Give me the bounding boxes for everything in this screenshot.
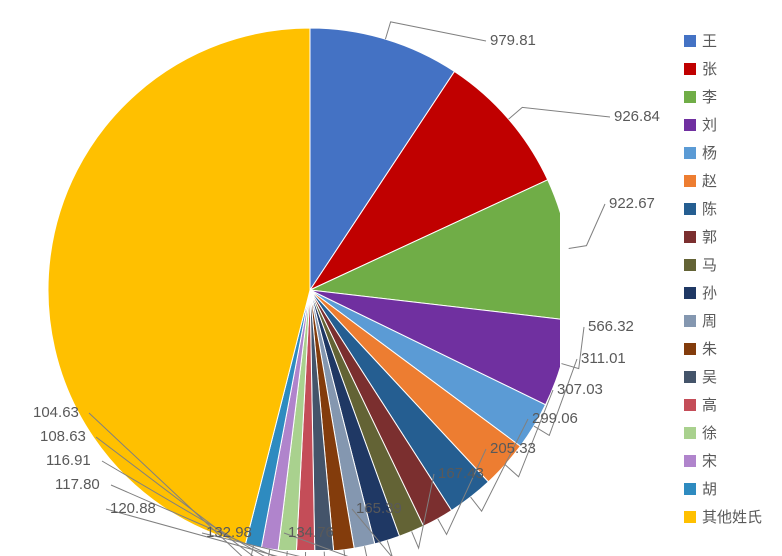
legend-label: 杨: [702, 142, 717, 163]
legend-swatch: [684, 427, 696, 439]
legend-swatch: [684, 371, 696, 383]
slice-value-label: 922.67: [609, 195, 655, 212]
legend-swatch: [684, 315, 696, 327]
legend-item: 周: [684, 310, 762, 331]
legend-label: 赵: [702, 170, 717, 191]
legend: 王张李刘杨赵陈郭马孙周朱吴高徐宋胡其他姓氏: [684, 30, 762, 534]
legend-label: 王: [702, 30, 717, 51]
legend-label: 李: [702, 86, 717, 107]
legend-item: 王: [684, 30, 762, 51]
slice-value-label: 167.43: [438, 465, 484, 482]
legend-item: 吴: [684, 366, 762, 387]
slice-value-label: 311.01: [581, 350, 626, 367]
slice-value-label: 117.80: [55, 476, 100, 493]
legend-label: 张: [702, 58, 717, 79]
slice-value-label: 104.63: [33, 404, 79, 421]
legend-swatch: [684, 231, 696, 243]
slice-value-label: 299.06: [532, 410, 578, 427]
slice-value-label: 566.32: [588, 318, 634, 335]
legend-item: 徐: [684, 422, 762, 443]
legend-label: 孙: [702, 282, 717, 303]
legend-item: 刘: [684, 114, 762, 135]
slice-value-label: 116.91: [46, 452, 91, 469]
legend-label: 宋: [702, 450, 717, 471]
legend-item: 宋: [684, 450, 762, 471]
legend-label: 马: [702, 254, 717, 275]
legend-item: 孙: [684, 282, 762, 303]
legend-label: 陈: [702, 198, 717, 219]
legend-swatch: [684, 35, 696, 47]
slice-value-label: 165.39: [356, 500, 402, 517]
slice-value-label: 307.03: [557, 381, 603, 398]
legend-label: 徐: [702, 422, 717, 443]
legend-label: 周: [702, 310, 717, 331]
legend-swatch: [684, 259, 696, 271]
legend-swatch: [684, 119, 696, 131]
legend-label: 朱: [702, 338, 717, 359]
slice-value-label: 132.98: [206, 524, 252, 541]
legend-item: 胡: [684, 478, 762, 499]
legend-swatch: [684, 203, 696, 215]
legend-swatch: [684, 63, 696, 75]
slice-value-label: 108.63: [40, 428, 86, 445]
legend-item: 李: [684, 86, 762, 107]
legend-swatch: [684, 511, 696, 523]
legend-label: 胡: [702, 478, 717, 499]
slice-value-label: 926.84: [614, 108, 660, 125]
legend-item: 赵: [684, 170, 762, 191]
slice-value-label: 205.33: [490, 440, 536, 457]
legend-label: 郭: [702, 226, 717, 247]
legend-swatch: [684, 287, 696, 299]
legend-swatch: [684, 343, 696, 355]
legend-swatch: [684, 455, 696, 467]
legend-item: 杨: [684, 142, 762, 163]
legend-item: 马: [684, 254, 762, 275]
legend-item: 其他姓氏: [684, 506, 762, 527]
legend-swatch: [684, 91, 696, 103]
legend-swatch: [684, 399, 696, 411]
legend-item: 陈: [684, 198, 762, 219]
slice-value-label: 134.76: [288, 524, 334, 541]
legend-item: 郭: [684, 226, 762, 247]
legend-swatch: [684, 483, 696, 495]
legend-swatch: [684, 147, 696, 159]
slice-value-label: 120.88: [110, 500, 156, 517]
legend-swatch: [684, 175, 696, 187]
slice-value-label: 979.81: [490, 32, 536, 49]
legend-label: 高: [702, 394, 717, 415]
legend-label: 吴: [702, 366, 717, 387]
legend-label: 刘: [702, 114, 717, 135]
legend-item: 张: [684, 58, 762, 79]
leader-line: [569, 204, 605, 248]
legend-item: 朱: [684, 338, 762, 359]
legend-label: 其他姓氏: [702, 506, 762, 527]
legend-item: 高: [684, 394, 762, 415]
